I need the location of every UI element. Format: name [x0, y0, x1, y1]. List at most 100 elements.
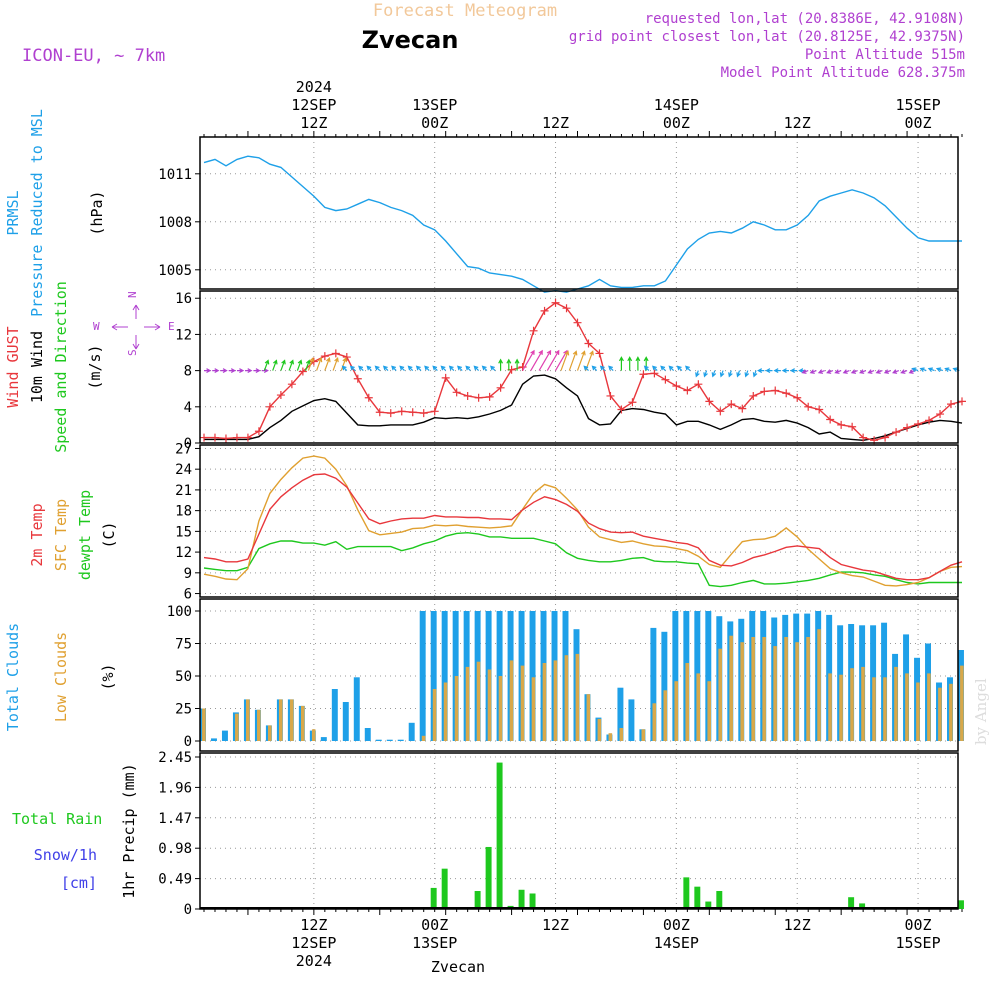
- bottom-time-label: 12Z: [300, 916, 327, 934]
- rain-bar: [485, 846, 492, 909]
- rain-bar: [716, 891, 723, 909]
- footer-location: Zvecan: [431, 958, 485, 976]
- gust-point: [925, 416, 934, 425]
- y-tick-label: 25: [175, 702, 192, 718]
- gust-point: [573, 318, 582, 327]
- low-cloud-bar: [246, 699, 250, 741]
- wind-direction-arrow: [481, 365, 488, 372]
- bottom-time-label: 15SEP: [895, 934, 940, 952]
- wind-direction-arrow: [583, 365, 589, 372]
- wind-direction-arrow: [576, 350, 586, 371]
- top-time-label: 12Z: [300, 114, 327, 132]
- gust-point: [650, 369, 659, 378]
- y-tick-label: 1.47: [158, 811, 192, 827]
- y-tick-label: 0: [184, 902, 192, 918]
- wind-direction-arrow: [919, 367, 927, 372]
- wind-direction-arrow: [204, 368, 212, 374]
- wind-direction-arrow: [695, 370, 700, 378]
- wind-direction-arrow: [272, 359, 278, 371]
- low-cloud-bar: [685, 663, 690, 741]
- gust-point: [386, 409, 395, 418]
- total-cloud-bar: [628, 699, 635, 741]
- gust-point: [200, 433, 208, 442]
- wind-direction-arrow: [744, 370, 750, 378]
- gust-point: [661, 375, 670, 384]
- total-cloud-bar: [320, 737, 327, 741]
- gust-point: [683, 386, 692, 395]
- gust-point: [837, 420, 846, 429]
- wind-direction-arrow: [374, 365, 381, 372]
- rain-bar: [848, 897, 855, 909]
- wind-direction-arrow: [773, 368, 781, 374]
- low-cloud-bar: [267, 725, 272, 741]
- wind-direction-arrow: [530, 349, 543, 371]
- panel-label: (C): [100, 521, 118, 548]
- low-cloud-bar: [300, 705, 305, 741]
- gust-point: [881, 433, 890, 442]
- panel-label: Wind GUST: [4, 326, 22, 407]
- y-tick-label: 16: [175, 291, 192, 307]
- bottom-time-label: 00Z: [663, 916, 690, 934]
- low-cloud-bar: [938, 687, 942, 741]
- panel-label: Pressure Reduced to MSL: [28, 109, 46, 317]
- low-cloud-bar: [257, 709, 261, 741]
- precip-label: Snow/1h: [34, 846, 97, 864]
- gust-point: [243, 433, 252, 442]
- low-cloud-bar: [553, 660, 558, 741]
- panel-label: Total Clouds: [4, 623, 22, 731]
- panel-label: (m/s): [86, 344, 104, 389]
- wind-direction-arrow: [757, 368, 765, 374]
- panel-frame-pressure: [199, 136, 959, 290]
- bottom-time-label: 14SEP: [654, 934, 699, 952]
- compass-east: E: [168, 320, 175, 333]
- wind-direction-arrow: [358, 365, 364, 372]
- y-tick-label: 0: [184, 734, 192, 750]
- wind-compass: N W E S: [93, 291, 175, 356]
- gust-point: [793, 393, 802, 402]
- label-layer: 1005100810110481216691215182124270255075…: [4, 78, 941, 970]
- wind-direction-arrow: [432, 365, 438, 372]
- low-cloud-bar: [872, 677, 876, 741]
- low-cloud-bar: [564, 655, 569, 741]
- low-cloud-bar: [520, 665, 525, 741]
- gust-point: [771, 386, 780, 395]
- y-tick-label: 4: [184, 400, 192, 416]
- low-cloud-bar: [575, 653, 580, 741]
- bottom-time-label: 12Z: [542, 916, 569, 934]
- bottom-time-label: 12SEP: [291, 934, 336, 952]
- y-tick-label: 1005: [158, 263, 192, 279]
- gust-point: [727, 400, 736, 409]
- header-location: Zvecan: [362, 26, 459, 54]
- wind-direction-arrow: [457, 365, 463, 372]
- gust-point: [375, 408, 384, 417]
- panel-label: 2m Temp: [28, 503, 46, 566]
- gust-point: [408, 408, 417, 417]
- gust-point: [628, 398, 637, 407]
- gust-point: [342, 353, 351, 362]
- total-cloud-bar: [430, 611, 437, 741]
- panel-label: dewpt Temp: [76, 490, 94, 580]
- wind-direction-arrow: [253, 368, 261, 374]
- low-cloud-bar: [839, 674, 843, 741]
- rain-bar: [859, 903, 866, 909]
- wind-direction-arrow: [568, 350, 578, 371]
- wind-direction-arrow: [332, 357, 339, 371]
- bottom-time-label: 12Z: [784, 916, 811, 934]
- y-tick-label: 100: [167, 604, 192, 620]
- gust-point: [617, 405, 626, 414]
- panel-label: PRMSL: [4, 190, 22, 235]
- low-cloud-bar: [289, 699, 294, 741]
- total-cloud-bar: [210, 738, 217, 741]
- bottom-time-label: 00Z: [905, 916, 932, 934]
- wind-direction-arrow: [608, 365, 614, 372]
- total-cloud-bar: [529, 611, 536, 741]
- wind-direction-arrow: [817, 369, 825, 374]
- wind-direction-arrow: [490, 365, 496, 372]
- top-time-label: 00Z: [421, 114, 448, 132]
- sfc-temp-line: [203, 455, 963, 587]
- wind-direction-arrow: [892, 369, 900, 374]
- panel-frame-clouds: [199, 598, 959, 752]
- gust-point: [694, 380, 703, 389]
- gust-point: [364, 393, 373, 402]
- wind-direction-arrow: [643, 365, 650, 372]
